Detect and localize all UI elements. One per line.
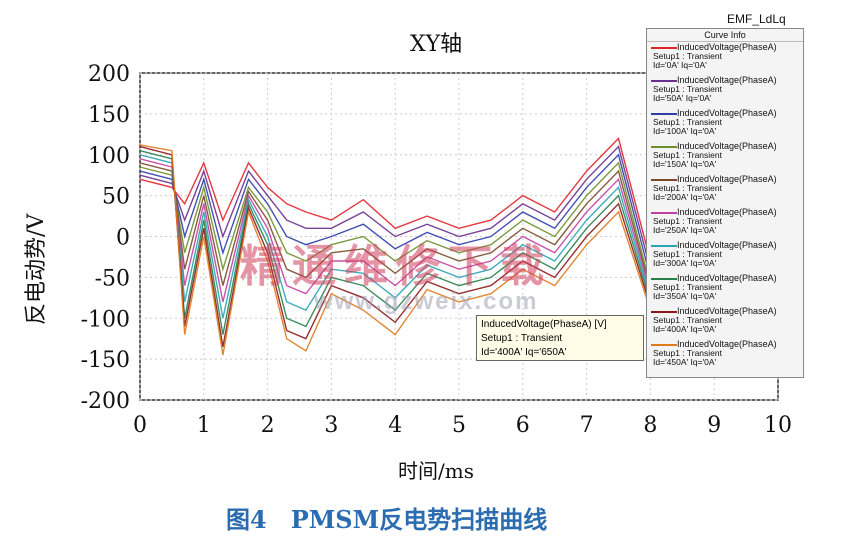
legend-name: InducedVoltage(PhaseA) (677, 75, 777, 85)
x-tick-label: 7 (580, 413, 594, 438)
tooltip-line-3: Id='400A' Iq='650A' (481, 347, 567, 358)
legend: Curve Info InducedVoltage(PhaseA) Setup1 … (646, 28, 804, 378)
legend-setup: Setup1 : Transient (653, 216, 722, 226)
series-line (139, 144, 652, 356)
y-tick-label: -200 (81, 389, 130, 414)
legend-name: InducedVoltage(PhaseA) (677, 141, 777, 151)
series-line (139, 162, 652, 290)
series-line (139, 150, 652, 335)
legend-setup: Setup1 : Transient (653, 51, 722, 61)
legend-name: InducedVoltage(PhaseA) (677, 108, 777, 118)
legend-params: Id='400A' Iq='0A' (653, 324, 717, 334)
legend-entry: InducedVoltage(PhaseA) Setup1 : Transient… (647, 306, 803, 339)
legend-swatch (651, 179, 677, 181)
legend-name: InducedVoltage(PhaseA) (677, 273, 777, 283)
watermark-url: www.gzweix.com (314, 288, 539, 315)
legend-name: InducedVoltage(PhaseA) (677, 42, 777, 52)
y-tick-label: -100 (81, 307, 130, 332)
legend-entry: InducedVoltage(PhaseA) Setup1 : Transient… (647, 174, 803, 207)
legend-setup: Setup1 : Transient (653, 150, 722, 160)
legend-setup: Setup1 : Transient (653, 84, 722, 94)
legend-swatch (651, 344, 677, 346)
series-line (139, 154, 652, 319)
legend-swatch (651, 80, 677, 82)
x-tick-label: 0 (133, 413, 147, 438)
y-tick-label: 150 (88, 103, 130, 128)
legend-name: InducedVoltage(PhaseA) (677, 306, 777, 316)
legend-setup: Setup1 : Transient (653, 315, 722, 325)
tooltip-line-2: Setup1 : Transient (481, 333, 563, 344)
figure-caption: 图4 PMSM反电势扫描曲线 (226, 505, 548, 534)
x-tick-label: 10 (764, 413, 792, 438)
legend-entry: InducedVoltage(PhaseA) Setup1 : Transient… (647, 141, 803, 174)
legend-params: Id='250A' Iq='0A' (653, 225, 717, 235)
x-tick-label: 2 (261, 413, 275, 438)
legend-swatch (651, 311, 677, 313)
legend-entry: InducedVoltage(PhaseA) Setup1 : Transient… (647, 339, 803, 372)
legend-name: InducedVoltage(PhaseA) (677, 240, 777, 250)
legend-setup: Setup1 : Transient (653, 117, 722, 127)
y-tick-label: 50 (102, 185, 130, 210)
chart-title: XY轴 (410, 32, 463, 57)
x-axis-label: 时间/ms (398, 459, 474, 483)
legend-entry: InducedVoltage(PhaseA) Setup1 : Transient… (647, 240, 803, 273)
legend-swatch (651, 113, 677, 115)
legend-params: Id='150A' Iq='0A' (653, 159, 717, 169)
legend-params: Id='450A' Iq='0A' (653, 357, 717, 367)
legend-name: InducedVoltage(PhaseA) (677, 339, 777, 349)
legend-swatch (651, 146, 677, 148)
legend-params: Id='100A' Iq='0A' (653, 126, 717, 136)
y-tick-label: -150 (81, 348, 130, 373)
y-axis-label: 反电动势/V (24, 213, 49, 325)
legend-name: InducedVoltage(PhaseA) (677, 207, 777, 217)
legend-entry: InducedVoltage(PhaseA) Setup1 : Transient… (647, 108, 803, 141)
legend-params: Id='200A' Iq='0A' (653, 192, 717, 202)
series-line (139, 145, 652, 270)
legend-params: Id='350A' Iq='0A' (653, 291, 717, 301)
legend-title: Curve Info (647, 29, 803, 42)
series-line (139, 153, 652, 278)
legend-swatch (651, 245, 677, 247)
x-tick-label: 1 (197, 413, 211, 438)
legend-entry: InducedVoltage(PhaseA) Setup1 : Transient… (647, 42, 803, 75)
y-tick-label: -50 (95, 266, 130, 291)
hover-tooltip: InducedVoltage(PhaseA) [V] Setup1 : Tran… (476, 315, 644, 361)
legend-setup: Setup1 : Transient (653, 183, 722, 193)
y-tick-label: 200 (88, 62, 130, 87)
x-tick-label: 9 (707, 413, 721, 438)
y-tick-label: 100 (88, 144, 130, 169)
plot-name: EMF_LdLq (727, 12, 786, 26)
series-line (139, 145, 652, 348)
legend-entry: InducedVoltage(PhaseA) Setup1 : Transient… (647, 273, 803, 306)
legend-params: Id='50A' Iq='0A' (653, 93, 712, 103)
x-tick-label: 6 (516, 413, 530, 438)
y-tick-label: 0 (116, 226, 130, 251)
legend-params: Id='0A' Iq='0A' (653, 60, 707, 70)
legend-setup: Setup1 : Transient (653, 249, 722, 259)
legend-swatch (651, 278, 677, 280)
legend-swatch (651, 47, 677, 49)
series-line (139, 137, 652, 262)
series-line (139, 158, 652, 303)
legend-setup: Setup1 : Transient (653, 282, 722, 292)
legend-entry: InducedVoltage(PhaseA) Setup1 : Transient… (647, 207, 803, 240)
watermark-text: 精通维修下载 (240, 241, 552, 292)
x-tick-label: 3 (324, 413, 338, 438)
tooltip-line-1: InducedVoltage(PhaseA) [V] (481, 319, 607, 330)
legend-params: Id='300A' Iq='0A' (653, 258, 717, 268)
x-tick-label: 8 (643, 413, 657, 438)
legend-entry: InducedVoltage(PhaseA) Setup1 : Transient… (647, 75, 803, 108)
x-tick-label: 5 (452, 413, 466, 438)
series-line (139, 161, 652, 286)
x-tick-label: 4 (388, 413, 402, 438)
legend-swatch (651, 212, 677, 214)
legend-setup: Setup1 : Transient (653, 348, 722, 358)
legend-items: InducedVoltage(PhaseA) Setup1 : Transient… (647, 42, 803, 372)
legend-name: InducedVoltage(PhaseA) (677, 174, 777, 184)
